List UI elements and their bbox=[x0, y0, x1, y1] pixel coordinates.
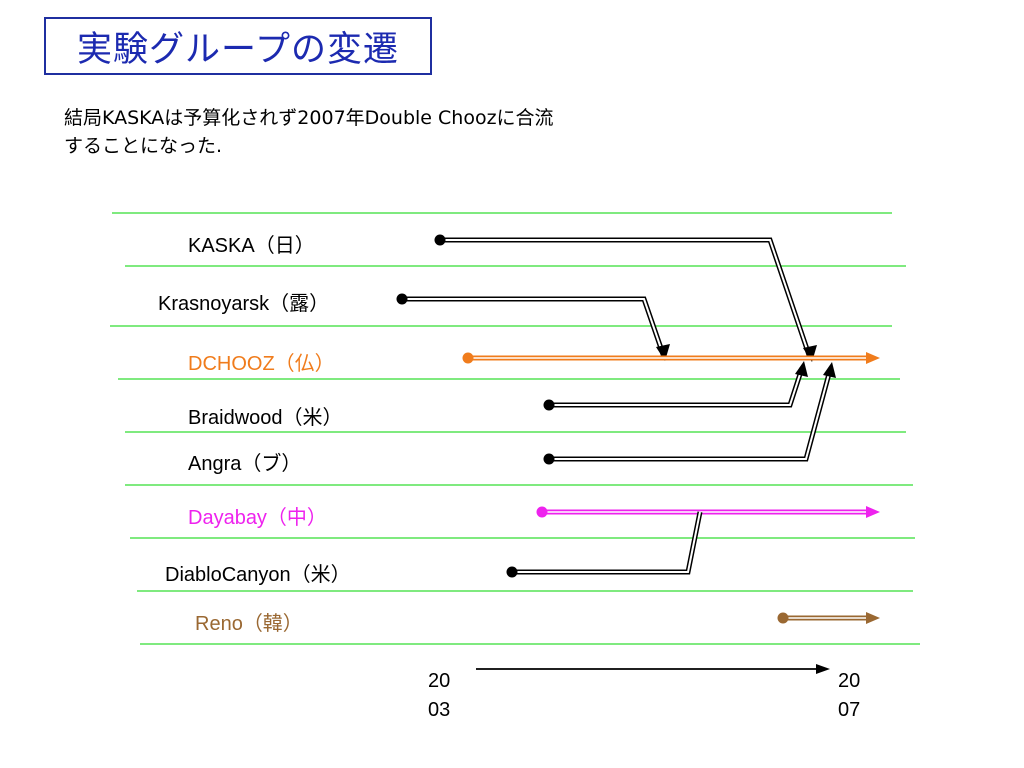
year-end-line2: 07 bbox=[838, 699, 861, 721]
krasnoyarsk-start-dot bbox=[396, 293, 408, 305]
kaska-start-dot bbox=[434, 234, 446, 246]
separator-lines bbox=[110, 212, 920, 645]
dchooz-start-dot bbox=[462, 352, 474, 364]
braidwood-track bbox=[543, 361, 808, 411]
label-dchooz: DCHOOZ（仏） bbox=[188, 353, 335, 375]
year-start-line2: 03 bbox=[428, 699, 451, 721]
label-angra: Angra（ブ） bbox=[188, 453, 302, 475]
label-braidwood: Braidwood（米） bbox=[188, 407, 343, 429]
diablocanyon-start-dot bbox=[506, 566, 518, 578]
slide-title: 実験グループの変遷 bbox=[77, 29, 399, 70]
year-end-line1: 20 bbox=[838, 670, 861, 692]
note-line-2: することになった. bbox=[64, 135, 223, 157]
title-box: 実験グループの変遷 bbox=[44, 17, 432, 75]
year-start: 20 03 bbox=[428, 667, 450, 725]
diablocanyon-track bbox=[506, 511, 703, 578]
kaska-track bbox=[434, 234, 817, 362]
label-kaska: KASKA（日） bbox=[188, 235, 315, 257]
dayabay-track bbox=[536, 506, 880, 518]
year-end: 20 07 bbox=[838, 667, 860, 725]
note-line-1: 結局KASKAは予算化されず2007年Double Choozに合流 bbox=[64, 107, 554, 129]
angra-track bbox=[543, 362, 836, 465]
angra-start-dot bbox=[543, 453, 555, 465]
year-start-line1: 20 bbox=[428, 670, 451, 692]
reno-track bbox=[777, 612, 880, 624]
krasnoyarsk-track bbox=[396, 293, 670, 361]
dchooz-track bbox=[462, 352, 880, 364]
dayabay-start-dot bbox=[536, 506, 548, 518]
reno-start-dot bbox=[777, 612, 789, 624]
label-diablocanyon: DiabloCanyon（米） bbox=[165, 564, 351, 586]
label-dayabay: Dayabay（中） bbox=[188, 507, 327, 529]
note-text: 結局KASKAは予算化されず2007年Double Choozに合流 することに… bbox=[64, 104, 554, 160]
label-krasnoyarsk: Krasnoyarsk（露） bbox=[158, 293, 330, 315]
time-axis-arrow bbox=[476, 664, 830, 674]
braidwood-start-dot bbox=[543, 399, 555, 411]
label-reno: Reno（韓） bbox=[195, 613, 303, 635]
